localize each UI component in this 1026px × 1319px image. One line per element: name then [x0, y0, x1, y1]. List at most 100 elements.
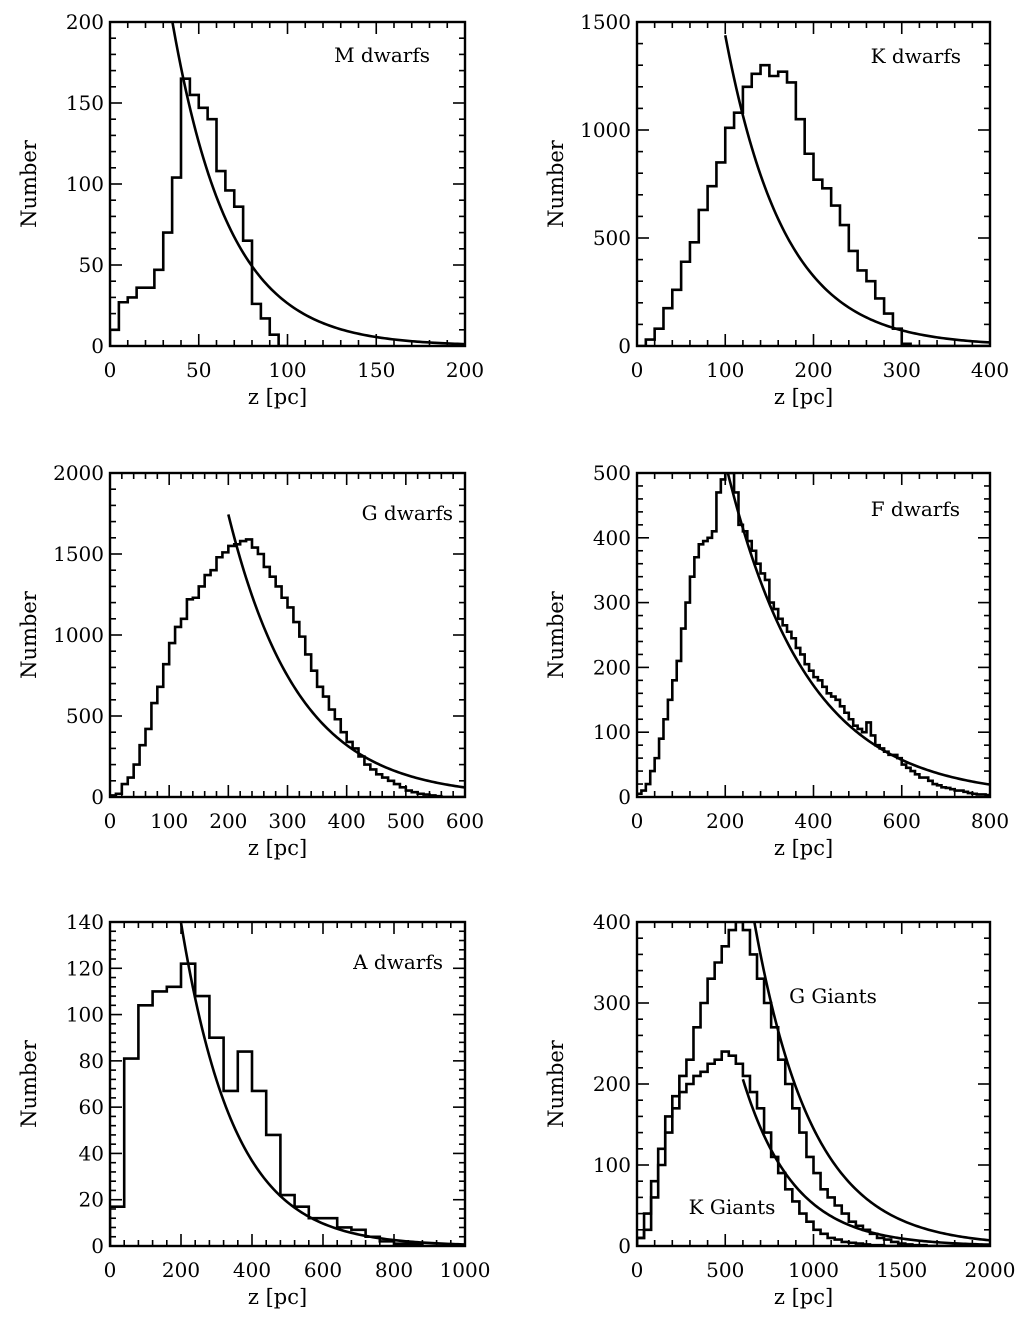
x-tick-label: 100 [706, 358, 744, 382]
x-tick-label: 800 [375, 1258, 413, 1282]
x-tick-label: 0 [631, 1258, 644, 1282]
y-tick-label: 0 [618, 1234, 631, 1258]
y-tick-label: 1000 [580, 118, 631, 142]
x-axis-label: z [pc] [248, 836, 307, 860]
y-tick-label: 50 [79, 253, 104, 277]
histogram-k-dwarfs [637, 63, 990, 346]
panel-4: 0 200 400 600 800 0 100 200 300 400 500 z [pc] Numbe… [544, 461, 1009, 860]
histogram-k-giants [637, 1050, 990, 1246]
y-tick-label: 100 [593, 720, 631, 744]
fit-curve [227, 514, 465, 789]
y-tick-label: 500 [66, 704, 104, 728]
y-tick-label: 40 [79, 1141, 104, 1165]
x-tick-label: 600 [446, 809, 484, 833]
x-tick-label: 1000 [440, 1258, 491, 1282]
x-tick-label: 400 [328, 809, 366, 833]
x-tick-label: 2000 [965, 1258, 1016, 1282]
y-tick-label: 300 [593, 591, 631, 615]
x-tick-label: 0 [104, 358, 117, 382]
fit-curve [753, 922, 990, 1242]
x-tick-label: 50 [186, 358, 211, 382]
panel-6: 0 500 1000 1500 2000 0 100 200 300 400 z [pc] Numbe… [544, 910, 1016, 1309]
y-tick-label: 500 [593, 461, 631, 485]
histogram-a-dwarfs [110, 962, 465, 1246]
x-tick-label: 150 [357, 358, 395, 382]
y-tick-label: 0 [91, 1234, 104, 1258]
y-tick-label: 1500 [580, 10, 631, 34]
x-tick-label: 0 [631, 358, 644, 382]
panel-label: M dwarfs [334, 43, 430, 67]
y-tick-label: 0 [618, 785, 631, 809]
x-tick-label: 0 [631, 809, 644, 833]
x-tick-label: 1500 [876, 1258, 927, 1282]
y-tick-label: 20 [79, 1188, 104, 1212]
x-tick-label: 200 [446, 358, 484, 382]
series-label: G Giants [789, 984, 877, 1008]
panel-label: K dwarfs [871, 44, 961, 68]
y-tick-label: 100 [66, 1003, 104, 1027]
panel-5: 0 200 400 600 800 1000 0 20 40 60 80 100 120 140 z [pc… [17, 910, 490, 1309]
histogram-m-dwarfs [110, 77, 288, 346]
y-axis-label: Number [17, 590, 41, 679]
y-tick-label: 100 [593, 1153, 631, 1177]
y-tick-label: 2000 [53, 461, 104, 485]
panel-label: G dwarfs [362, 501, 453, 525]
fit-curve [723, 34, 990, 344]
series-label: K Giants [689, 1195, 776, 1219]
y-tick-label: 400 [593, 910, 631, 934]
y-tick-label: 0 [91, 334, 104, 358]
histogram-f-dwarfs [637, 473, 990, 797]
x-tick-label: 0 [104, 809, 117, 833]
fit-curve [726, 473, 990, 786]
y-tick-label: 150 [66, 91, 104, 115]
x-tick-label: 100 [150, 809, 188, 833]
y-axis-label: Number [544, 590, 568, 679]
x-axis-label: z [pc] [774, 385, 833, 409]
y-tick-label: 200 [593, 655, 631, 679]
x-axis-label: z [pc] [248, 385, 307, 409]
x-tick-label: 100 [268, 358, 306, 382]
x-tick-label: 400 [971, 358, 1009, 382]
y-tick-label: 100 [66, 172, 104, 196]
panel-2: 0 100 200 300 400 0 500 1000 1500 z [pc] Number K d… [544, 10, 1009, 409]
fit-curve [179, 922, 465, 1246]
x-tick-label: 200 [162, 1258, 200, 1282]
panel-label: A dwarfs [352, 950, 443, 974]
x-axis-label: z [pc] [774, 1285, 833, 1309]
x-tick-label: 600 [304, 1258, 342, 1282]
y-axis-label: Number [544, 139, 568, 228]
plot-frame [108, 471, 467, 799]
y-tick-label: 60 [79, 1095, 104, 1119]
x-tick-label: 300 [883, 358, 921, 382]
y-tick-label: 120 [66, 956, 104, 980]
x-tick-label: 400 [233, 1258, 271, 1282]
plot-frame [635, 471, 992, 799]
y-axis-label: Number [17, 1039, 41, 1128]
x-tick-label: 0 [104, 1258, 117, 1282]
panel-3: 0 100 200 300 400 500 600 0 500 1000 1500 2000 z [pc… [17, 461, 484, 860]
x-tick-label: 500 [706, 1258, 744, 1282]
y-tick-label: 80 [79, 1049, 104, 1073]
y-tick-label: 500 [593, 226, 631, 250]
x-axis-label: z [pc] [248, 1285, 307, 1309]
y-axis-label: Number [17, 139, 41, 228]
y-tick-label: 140 [66, 910, 104, 934]
x-tick-label: 1000 [788, 1258, 839, 1282]
panel-1: 0 50 100 150 200 0 50 100 150 200 z [pc] Number M dw… [17, 10, 484, 409]
plot-frame [635, 920, 992, 1248]
y-tick-label: 200 [66, 10, 104, 34]
y-axis-label: Number [544, 1039, 568, 1128]
x-tick-label: 200 [794, 358, 832, 382]
y-tick-label: 1500 [53, 542, 104, 566]
x-tick-label: 500 [387, 809, 425, 833]
y-tick-label: 400 [593, 526, 631, 550]
histogram-g-giants [637, 922, 990, 1246]
plot-frame [635, 20, 992, 348]
x-tick-label: 200 [706, 809, 744, 833]
y-tick-label: 1000 [53, 623, 104, 647]
x-tick-label: 600 [883, 809, 921, 833]
y-tick-label: 0 [91, 785, 104, 809]
y-tick-label: 200 [593, 1072, 631, 1096]
x-tick-label: 200 [209, 809, 247, 833]
